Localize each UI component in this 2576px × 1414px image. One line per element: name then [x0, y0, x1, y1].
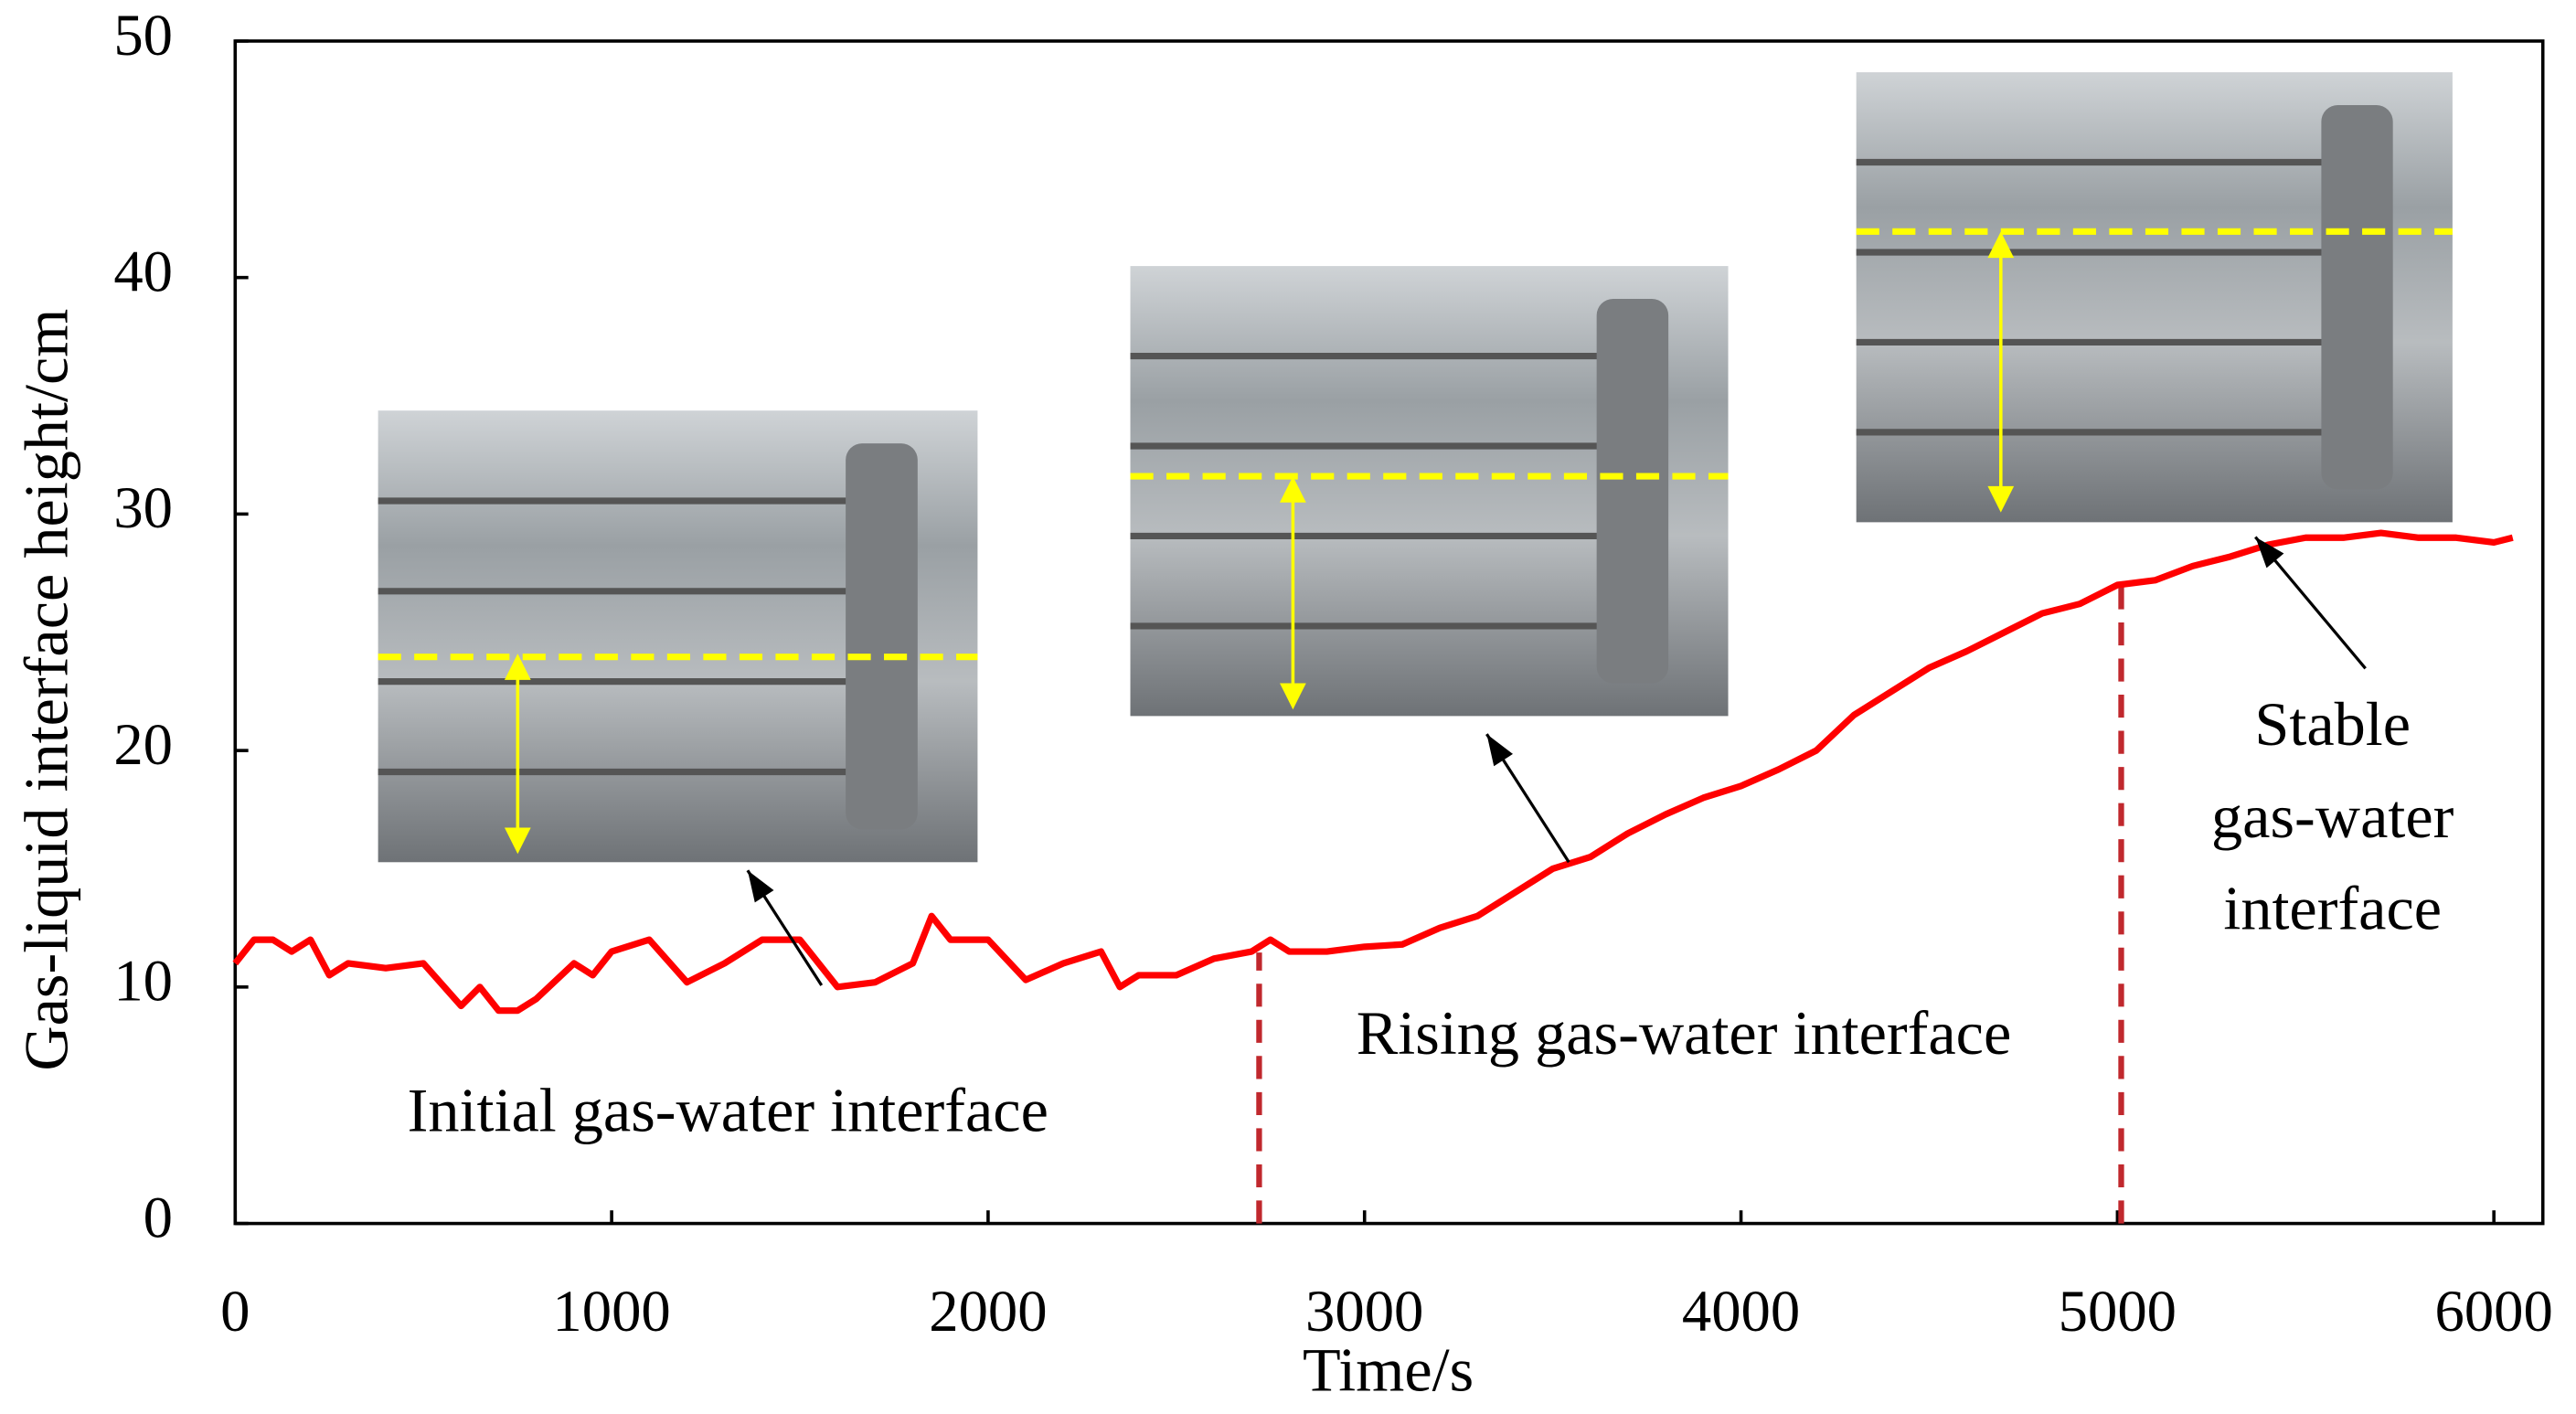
y-tick-label: 20	[113, 711, 173, 777]
annotation: interface	[2223, 873, 2442, 942]
y-tick-label: 40	[113, 238, 173, 303]
pointer-arrowhead	[2255, 537, 2284, 569]
data-line	[232, 529, 2514, 1015]
x-tick-label: 3000	[1305, 1278, 1423, 1344]
photo-flange	[846, 443, 918, 830]
annotation: gas-water	[2211, 781, 2454, 851]
x-axis-label: Time/s	[1303, 1334, 1474, 1404]
y-tick-label: 10	[113, 948, 173, 1014]
pointer-arrowhead	[1486, 734, 1513, 767]
x-tick-label: 1000	[552, 1278, 670, 1344]
y-axis-label: Gas-liquid interface height/cm	[12, 309, 81, 1071]
x-tick-label: 0	[220, 1278, 250, 1344]
photos	[378, 72, 2453, 863]
y-tick-label: 0	[144, 1184, 173, 1249]
x-tick-label: 6000	[2435, 1278, 2553, 1344]
photo-flange	[2321, 104, 2393, 490]
y-tick-label: 30	[113, 474, 173, 540]
annotation: Stable	[2254, 689, 2411, 759]
x-tick-label: 4000	[1682, 1278, 1800, 1344]
plot-frame	[233, 39, 2545, 1226]
annotation: Rising gas-water interface	[1357, 998, 2012, 1068]
x-tick-label: 5000	[2059, 1278, 2177, 1344]
y-tick-label: 50	[113, 2, 173, 68]
pointer-arrowhead	[747, 870, 774, 903]
annotation: Initial gas-water interface	[408, 1075, 1048, 1144]
x-tick-label: 2000	[929, 1278, 1047, 1344]
photo-flange	[1596, 299, 1669, 684]
photo-arrowhead	[1280, 476, 1306, 710]
